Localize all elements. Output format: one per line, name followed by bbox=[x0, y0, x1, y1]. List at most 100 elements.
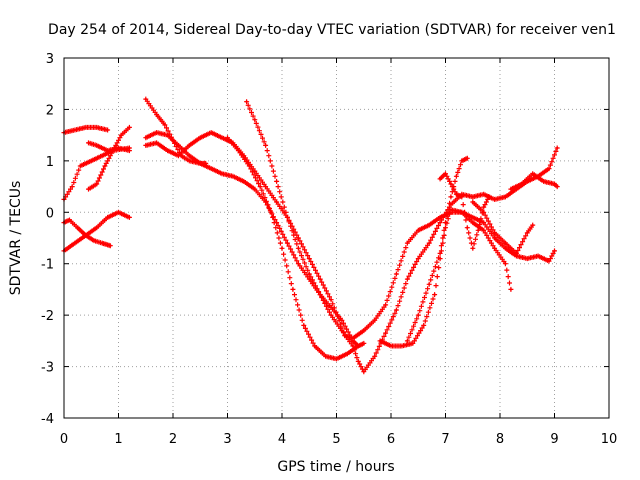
data-point bbox=[329, 306, 333, 309]
data-point bbox=[297, 262, 300, 265]
data-point bbox=[87, 187, 90, 191]
y-tick-label: -1 bbox=[41, 258, 54, 273]
data-point bbox=[188, 154, 191, 157]
x-axis-label: GPS time / hours bbox=[277, 459, 394, 475]
data-point bbox=[547, 259, 551, 263]
x-tick-labels: 0 1 2 3 4 5 6 7 8 9 10 bbox=[60, 432, 617, 447]
data-point bbox=[438, 252, 442, 255]
data-point bbox=[449, 182, 453, 186]
data-point bbox=[275, 180, 278, 183]
data-point bbox=[455, 193, 458, 196]
data-point bbox=[275, 200, 278, 204]
data-point bbox=[308, 277, 311, 281]
data-point bbox=[231, 175, 235, 178]
data-point bbox=[556, 185, 559, 188]
data-point bbox=[177, 154, 180, 157]
data-point bbox=[357, 344, 360, 348]
data-point bbox=[103, 164, 107, 168]
data-point bbox=[351, 337, 355, 340]
data-point bbox=[79, 164, 82, 168]
data-point bbox=[111, 149, 115, 152]
data-point bbox=[351, 344, 355, 348]
data-point bbox=[438, 216, 442, 219]
data-point bbox=[100, 241, 104, 245]
data-point bbox=[253, 118, 256, 121]
data-point bbox=[526, 231, 529, 235]
data-point bbox=[84, 234, 88, 237]
data-point bbox=[504, 247, 507, 250]
data-point bbox=[471, 216, 474, 219]
data-point bbox=[493, 247, 496, 250]
data-point bbox=[346, 352, 349, 355]
data-point bbox=[400, 344, 404, 348]
data-series-track-f bbox=[61, 217, 113, 249]
data-point bbox=[209, 131, 213, 134]
data-point bbox=[199, 162, 202, 165]
data-point bbox=[504, 241, 507, 245]
data-point bbox=[100, 154, 104, 157]
data-point bbox=[536, 254, 540, 258]
data-point bbox=[504, 262, 507, 265]
chart-title: Day 254 of 2014, Sidereal Day-to-day VTE… bbox=[48, 22, 616, 38]
data-point bbox=[237, 149, 240, 152]
data-point bbox=[438, 221, 442, 224]
data-point bbox=[373, 355, 376, 358]
data-point bbox=[95, 226, 98, 229]
data-point bbox=[449, 195, 453, 199]
data-point bbox=[444, 226, 447, 229]
data-point bbox=[106, 149, 109, 152]
data-point bbox=[471, 247, 474, 250]
x-tick-label: 2 bbox=[169, 432, 177, 447]
data-point bbox=[373, 319, 376, 322]
data-point bbox=[92, 239, 96, 242]
data-point bbox=[389, 344, 393, 348]
data-point bbox=[531, 172, 534, 175]
data-point bbox=[526, 257, 529, 260]
data-series-track-k bbox=[225, 135, 367, 362]
data-point bbox=[427, 283, 431, 286]
data-point bbox=[335, 357, 338, 361]
data-point bbox=[90, 159, 93, 163]
y-tick-label: 3 bbox=[46, 52, 54, 67]
y-tick-label: -3 bbox=[41, 361, 54, 376]
data-point bbox=[248, 164, 251, 168]
data-point bbox=[515, 252, 518, 255]
data-series bbox=[61, 96, 560, 375]
data-point bbox=[269, 211, 273, 214]
data-point bbox=[177, 144, 180, 147]
data-point bbox=[417, 229, 420, 232]
data-point bbox=[166, 133, 169, 137]
data-series-track-m bbox=[404, 155, 470, 344]
data-point bbox=[509, 187, 513, 191]
y-axis-label: SDTVAR / TECUs bbox=[8, 181, 24, 296]
data-point bbox=[427, 223, 431, 227]
data-point bbox=[449, 203, 453, 206]
data-point bbox=[444, 221, 447, 224]
data-point bbox=[466, 226, 469, 229]
x-tick-label: 3 bbox=[223, 432, 231, 447]
data-point bbox=[245, 100, 248, 103]
data-point bbox=[155, 113, 158, 116]
data-point bbox=[120, 133, 123, 137]
data-point bbox=[542, 180, 545, 183]
data-point bbox=[466, 157, 469, 160]
data-series-track-n bbox=[437, 171, 492, 251]
data-point bbox=[438, 177, 442, 181]
data-point bbox=[188, 144, 191, 147]
data-point bbox=[406, 339, 409, 343]
data-series-track-l bbox=[377, 207, 514, 349]
x-tick-label: 9 bbox=[550, 432, 558, 447]
data-point bbox=[487, 195, 491, 199]
data-point bbox=[553, 182, 556, 186]
data-point bbox=[286, 241, 289, 245]
data-point bbox=[460, 159, 464, 163]
data-point bbox=[264, 185, 267, 188]
data-point bbox=[259, 185, 262, 188]
data-point bbox=[155, 141, 158, 145]
data-point bbox=[324, 355, 327, 358]
data-point bbox=[362, 370, 365, 373]
data-point bbox=[166, 149, 169, 152]
data-point bbox=[460, 195, 464, 199]
